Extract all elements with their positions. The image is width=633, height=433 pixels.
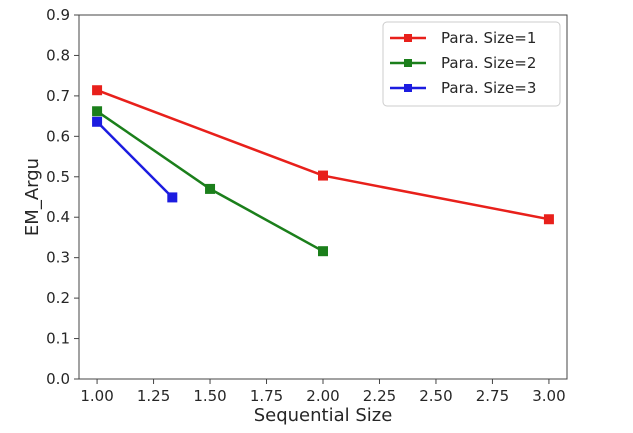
x-tick-label: 2.75 xyxy=(476,387,509,405)
data-point-series-3 xyxy=(167,192,178,203)
data-point-series-3 xyxy=(92,116,103,127)
series-layer xyxy=(92,85,554,257)
data-point-series-2 xyxy=(92,106,103,117)
x-tick-label: 3.00 xyxy=(532,387,565,405)
x-tick-label: 1.25 xyxy=(137,387,170,405)
y-tick-label: 0.2 xyxy=(46,289,70,307)
y-tick-label: 0.7 xyxy=(46,87,70,105)
legend-label-2: Para. Size=2 xyxy=(441,54,536,72)
legend-label-1: Para. Size=1 xyxy=(441,29,536,47)
data-point-series-2 xyxy=(205,183,216,194)
x-tick-label: 1.50 xyxy=(193,387,226,405)
legend-marker-3 xyxy=(404,84,412,92)
data-point-series-1 xyxy=(92,85,103,96)
legend: Para. Size=1 Para. Size=2 Para. Size=3 xyxy=(382,21,561,107)
data-point-series-2 xyxy=(318,246,328,257)
x-tick-label: 2.00 xyxy=(306,387,339,405)
x-axis-title: Sequential Size xyxy=(254,405,393,426)
y-tick-label: 0.1 xyxy=(46,330,70,348)
legend-marker-1 xyxy=(404,34,412,42)
y-tick-label: 0.3 xyxy=(46,249,70,267)
x-tick-label: 1.75 xyxy=(250,387,283,405)
x-tick-label: 2.25 xyxy=(363,387,396,405)
data-point-series-1 xyxy=(318,170,328,181)
x-tick-label: 2.50 xyxy=(419,387,452,405)
legend-label-3: Para. Size=3 xyxy=(441,79,536,97)
y-axis-title: EM_Argu xyxy=(22,158,43,236)
y-tick-label: 0.9 xyxy=(46,6,70,24)
x-tick-label: 1.00 xyxy=(80,387,113,405)
series-line-3 xyxy=(96,120,174,199)
legend-marker-2 xyxy=(404,59,412,67)
data-point-series-1 xyxy=(543,214,554,225)
y-tick-label: 0.0 xyxy=(46,370,70,388)
legend-box xyxy=(382,21,561,107)
y-tick-label: 0.5 xyxy=(46,168,70,186)
x-axis-ticks: 1.00 1.25 1.50 1.75 2.00 2.25 2.50 2.75 3.00 xyxy=(80,379,566,405)
y-axis-ticks: 0.0 0.1 0.2 0.3 0.4 0.5 0.6 0.7 0.8 0.9 xyxy=(46,6,79,388)
y-tick-label: 0.8 xyxy=(46,46,70,64)
y-tick-label: 0.4 xyxy=(46,208,70,226)
y-tick-label: 0.6 xyxy=(46,127,70,145)
